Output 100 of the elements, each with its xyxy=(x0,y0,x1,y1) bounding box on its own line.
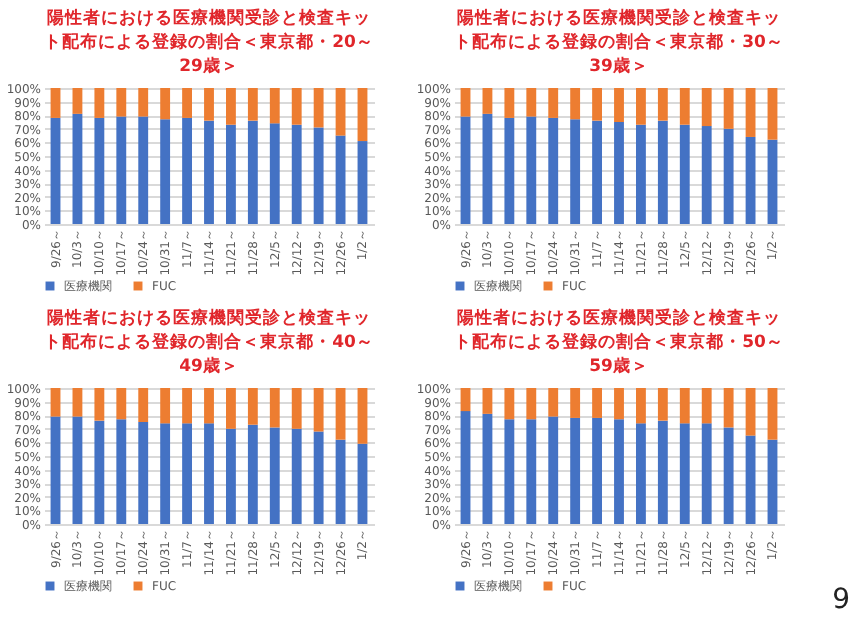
bar xyxy=(679,124,690,224)
bar xyxy=(291,428,302,524)
bar xyxy=(182,88,193,118)
bar xyxy=(50,388,61,417)
bar xyxy=(225,388,236,429)
bar xyxy=(94,420,105,524)
bar xyxy=(657,388,668,421)
bar xyxy=(460,116,471,224)
bar xyxy=(614,122,624,224)
bar xyxy=(592,417,603,524)
bar xyxy=(225,124,236,224)
bar xyxy=(313,431,324,524)
bar xyxy=(335,88,346,136)
bar xyxy=(767,88,778,140)
bar xyxy=(335,439,346,524)
bar xyxy=(767,388,778,440)
bar xyxy=(614,388,624,420)
bar xyxy=(745,136,756,224)
bar xyxy=(72,113,83,224)
bar xyxy=(182,117,193,224)
bar xyxy=(592,88,603,121)
bar xyxy=(160,423,171,524)
bar xyxy=(225,88,236,125)
bar xyxy=(723,128,734,224)
bar xyxy=(291,88,302,125)
bar xyxy=(679,423,690,524)
bar xyxy=(50,88,61,118)
bar xyxy=(657,120,668,224)
bar xyxy=(767,439,778,524)
bar xyxy=(160,88,171,120)
bar xyxy=(460,411,471,524)
bar xyxy=(745,88,756,137)
bar xyxy=(357,88,368,142)
bar xyxy=(313,127,324,224)
bar xyxy=(357,443,368,524)
bar xyxy=(701,88,712,127)
bar xyxy=(482,113,493,224)
bar xyxy=(614,88,624,122)
bar xyxy=(745,388,756,436)
chart-title: 陽性者における医療機関受診と検査キット配布による登録の割合＜東京都・50～59歳＞ xyxy=(454,307,784,377)
bar xyxy=(482,88,493,114)
bar xyxy=(526,388,537,420)
bar xyxy=(50,117,61,224)
bar xyxy=(460,388,471,412)
text: 9 xyxy=(832,584,850,616)
bar xyxy=(482,388,493,414)
bar xyxy=(548,88,559,118)
bar xyxy=(635,88,646,125)
bar xyxy=(72,388,83,417)
bar xyxy=(504,117,515,224)
bar xyxy=(548,388,559,417)
bar xyxy=(701,126,712,224)
bar xyxy=(204,120,214,224)
bar xyxy=(723,88,734,129)
bar xyxy=(460,88,471,117)
bar xyxy=(94,388,105,421)
bar xyxy=(570,388,581,418)
bar xyxy=(94,88,105,118)
bar xyxy=(269,427,280,524)
bar xyxy=(204,423,214,524)
bar xyxy=(204,388,214,424)
bar xyxy=(745,435,756,524)
bar xyxy=(138,422,149,524)
bar xyxy=(116,419,127,524)
bar xyxy=(357,388,368,444)
bar xyxy=(570,88,581,120)
bar xyxy=(548,416,559,524)
bar xyxy=(225,428,236,524)
chart-title: 陽性者における医療機関受診と検査キット配布による登録の割合＜東京都・30～39歳＞ xyxy=(454,7,784,77)
bar xyxy=(160,388,171,424)
bar xyxy=(291,388,302,429)
bar xyxy=(291,124,302,224)
chart-title: 陽性者における医療機関受診と検査キット配布による登録の割合＜東京都・40～49歳＞ xyxy=(44,307,374,377)
bar xyxy=(657,420,668,524)
bar xyxy=(72,416,83,524)
bar xyxy=(138,116,149,224)
bar xyxy=(313,88,324,128)
bar xyxy=(313,388,324,432)
bar xyxy=(526,116,537,224)
bar xyxy=(635,388,646,424)
bar xyxy=(116,388,127,420)
bar xyxy=(247,424,258,524)
bar xyxy=(504,388,515,420)
bar xyxy=(592,388,603,418)
bar xyxy=(116,116,127,224)
bar xyxy=(526,88,537,117)
bar xyxy=(570,417,581,524)
bar xyxy=(160,119,171,224)
bar xyxy=(247,88,258,121)
bar xyxy=(269,123,280,224)
bar xyxy=(679,388,690,424)
bar xyxy=(548,117,559,224)
bar xyxy=(767,139,778,224)
bar xyxy=(635,423,646,524)
bar xyxy=(592,120,603,224)
bar xyxy=(526,419,537,524)
bar xyxy=(269,388,280,428)
bar xyxy=(635,124,646,224)
bar xyxy=(182,423,193,524)
bar xyxy=(94,117,105,224)
